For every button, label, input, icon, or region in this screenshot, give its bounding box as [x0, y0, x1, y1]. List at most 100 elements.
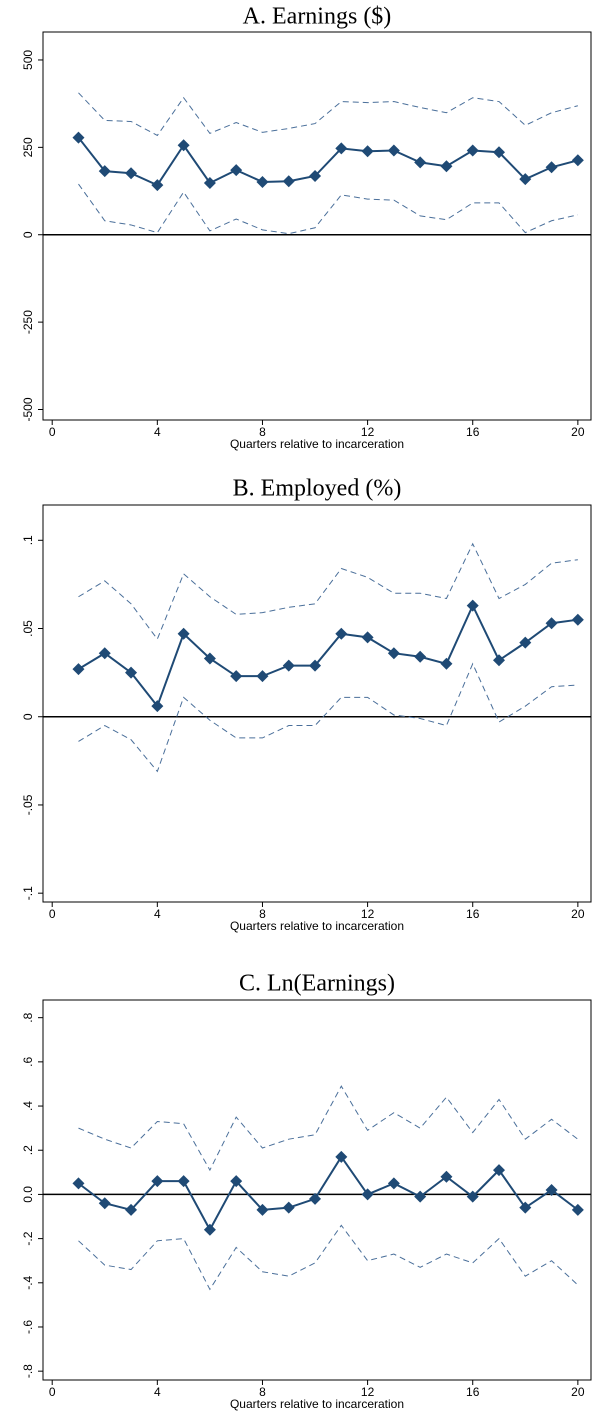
- x-tick-label: 4: [154, 425, 161, 439]
- point: [177, 627, 190, 640]
- point: [440, 1170, 453, 1183]
- point: [519, 636, 532, 649]
- point: [440, 657, 453, 670]
- plot-frame: [42, 504, 592, 903]
- chart-title: A. Earnings ($): [243, 4, 392, 30]
- plot-frame: [42, 31, 592, 421]
- point: [545, 1184, 558, 1196]
- y-tick-label: -.6: [21, 1320, 35, 1334]
- x-tick-label: 16: [466, 425, 480, 439]
- point: [414, 650, 427, 663]
- point: [203, 177, 216, 190]
- point: [493, 654, 506, 667]
- point: [256, 670, 269, 683]
- point: [361, 145, 374, 158]
- chart-title: B. Employed (%): [233, 476, 402, 502]
- y-tick-label: .8: [21, 1012, 35, 1022]
- series-line: [77, 603, 578, 709]
- point: [414, 156, 427, 169]
- point: [387, 1177, 400, 1190]
- point: [230, 1175, 243, 1188]
- series-line: [78, 92, 578, 137]
- y-tick-label: .4: [21, 1101, 35, 1111]
- point: [545, 161, 558, 174]
- y-tick-label: -.05: [21, 794, 35, 815]
- point: [493, 1164, 506, 1177]
- point: [230, 164, 243, 177]
- point: [256, 175, 269, 188]
- point: [519, 1201, 532, 1214]
- point: [125, 1203, 138, 1216]
- point: [125, 666, 138, 679]
- point: [203, 1223, 216, 1236]
- x-tick-label: 20: [571, 425, 585, 439]
- point: [493, 146, 506, 159]
- point: [387, 647, 400, 660]
- y-tick-label: -.8: [21, 1364, 35, 1378]
- point: [151, 179, 164, 192]
- point: [177, 139, 190, 152]
- point: [177, 1175, 190, 1188]
- series-line: [77, 1155, 579, 1232]
- x-tick-label: 12: [361, 425, 375, 439]
- point: [440, 160, 453, 173]
- point: [98, 165, 111, 178]
- point: [282, 175, 295, 188]
- x-tick-label: 8: [259, 425, 266, 439]
- x-tick-label: 12: [361, 1385, 375, 1399]
- y-tick-label: -.1: [21, 886, 35, 900]
- point: [545, 617, 558, 630]
- x-tick-label: 16: [466, 907, 480, 921]
- y-tick-label: -250: [21, 310, 35, 334]
- x-tick-label: 0: [49, 425, 56, 439]
- y-tick-label: -500: [21, 397, 35, 421]
- point: [282, 1201, 295, 1214]
- point: [335, 1150, 348, 1163]
- point: [72, 131, 85, 144]
- y-tick-label: 250: [21, 137, 35, 157]
- point: [387, 144, 400, 157]
- point: [466, 599, 479, 612]
- plot-frame: [42, 999, 592, 1381]
- point: [72, 1177, 85, 1190]
- point: [309, 1192, 322, 1205]
- series-line: [78, 662, 578, 773]
- point: [98, 647, 111, 660]
- x-tick-label: 20: [571, 907, 585, 921]
- point: [256, 1203, 269, 1216]
- y-tick-label: 0: [21, 231, 35, 238]
- x-tick-label: 4: [154, 907, 161, 921]
- point: [151, 1175, 164, 1188]
- series-line: [78, 183, 578, 235]
- point: [414, 1190, 427, 1203]
- point: [466, 1190, 479, 1203]
- point: [466, 144, 479, 157]
- x-tick-label: 8: [259, 1385, 266, 1399]
- y-tick-label: .2: [21, 1145, 35, 1155]
- point: [519, 173, 532, 186]
- y-tick-label: 0: [21, 713, 35, 720]
- y-tick-label: .1: [21, 535, 35, 545]
- point: [571, 1203, 584, 1216]
- x-tick-label: 0: [49, 1385, 56, 1399]
- point: [282, 659, 295, 672]
- series-line: [77, 136, 579, 187]
- point: [571, 613, 584, 626]
- chart-title: C. Ln(Earnings): [239, 971, 395, 997]
- y-tick-label: -.2: [21, 1231, 35, 1245]
- x-tick-label: 8: [259, 907, 266, 921]
- point: [309, 659, 322, 672]
- x-tick-label: 12: [361, 907, 375, 921]
- point: [125, 167, 138, 180]
- x-tick-label: 20: [571, 1385, 585, 1399]
- x-tick-label: 4: [154, 1385, 161, 1399]
- x-tick-label: 16: [466, 1385, 480, 1399]
- point: [571, 154, 584, 167]
- series-line: [78, 1224, 579, 1291]
- y-tick-label: 500: [21, 50, 35, 70]
- point: [151, 700, 164, 713]
- y-tick-label: 0.0: [21, 1186, 35, 1203]
- point: [203, 652, 216, 665]
- point: [98, 1197, 111, 1210]
- y-tick-label: -.4: [21, 1275, 35, 1289]
